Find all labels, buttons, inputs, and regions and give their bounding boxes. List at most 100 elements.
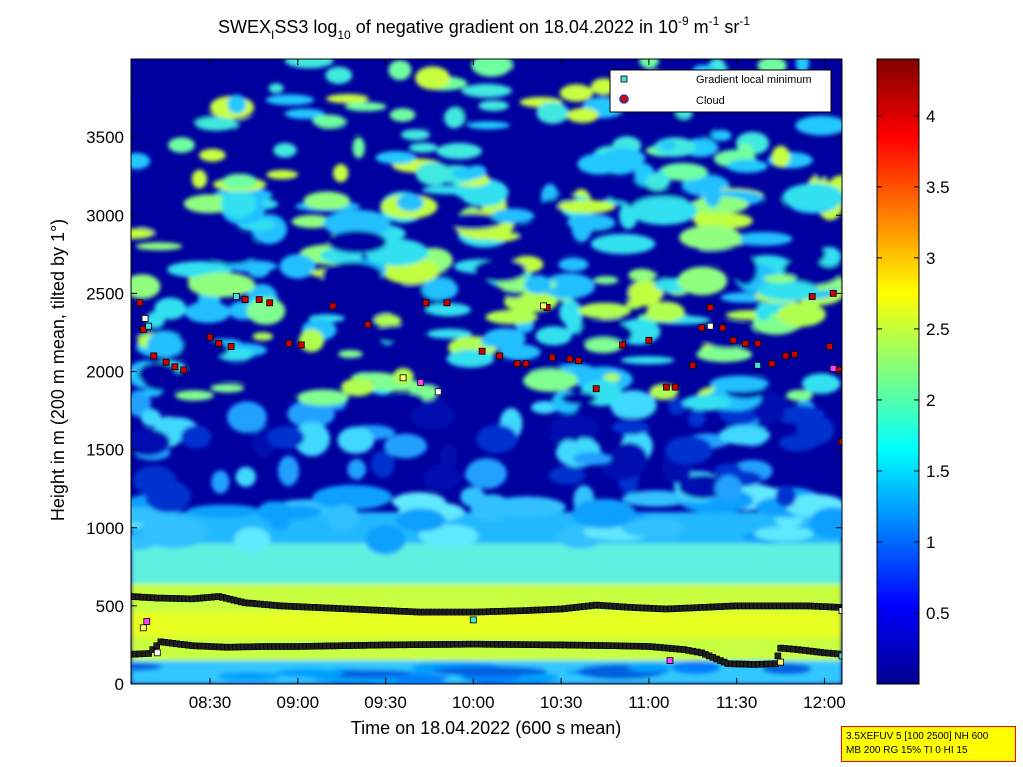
heatmap-cell [665, 436, 713, 465]
info-line-2: MB 200 RG 15% TI 0 HI 15 [846, 745, 968, 756]
heatmap-cell [375, 151, 417, 165]
heatmap-cell [593, 276, 619, 285]
heatmap-cell [199, 148, 226, 162]
heatmap-cell [777, 302, 826, 327]
heatmap-cell [799, 243, 826, 264]
heatmap-cell [474, 258, 527, 282]
heatmap-cell [140, 516, 209, 549]
cloud-marker [719, 324, 726, 332]
heatmap-cell [714, 463, 742, 479]
heatmap-cell [284, 108, 325, 120]
heatmap-cell [795, 115, 842, 136]
heatmap-cell [323, 209, 391, 238]
info-line-1: 3.5XEFUV 5 [100 2500] NH 600 [846, 731, 989, 742]
y-axis-label: Height in m (200 m mean, tilted by 1°) [48, 219, 68, 521]
heatmap-cell [278, 455, 299, 487]
cloud-marker [826, 343, 834, 350]
heatmap-cell [715, 475, 742, 502]
cloud-marker [829, 289, 837, 297]
heatmap-cell [371, 450, 395, 478]
legend-box [609, 69, 832, 113]
heatmap-cell [257, 501, 293, 523]
heatmap-cell [421, 111, 439, 128]
heatmap-cell [175, 390, 214, 401]
cloud-marker [285, 339, 293, 347]
cloud-marker [266, 299, 274, 307]
x-tick-label: 09:00 [277, 693, 320, 712]
minima-markers [139, 293, 842, 666]
cloud-marker [443, 299, 451, 307]
heatmap-cell [135, 242, 183, 251]
cloud-marker [619, 341, 626, 349]
heatmap-cell [322, 262, 382, 287]
heatmap-cell [410, 400, 456, 430]
cloud-marker [671, 383, 679, 391]
y-tick-label: 3500 [86, 128, 124, 147]
heatmap-cell [139, 71, 189, 90]
cloud-marker [706, 303, 714, 311]
heatmap-cell [763, 274, 797, 283]
heatmap-cell [266, 169, 299, 180]
heatmap-cell [677, 266, 728, 296]
colorbar-ticks: 0.5 1 1.5 2 2.5 3 3.5 4 [877, 107, 950, 623]
heatmap-cell [260, 391, 294, 401]
heatmap-cell [415, 66, 451, 90]
heatmap-cell [395, 508, 446, 532]
cloud-marker [227, 343, 235, 350]
y-tick-label: 3000 [86, 206, 124, 225]
heatmap-cell [371, 325, 423, 344]
heatmap-cell [732, 254, 758, 285]
heatmap-cell [221, 189, 257, 219]
layer-trace-marker [153, 642, 160, 650]
minimum-marker [145, 322, 153, 330]
heatmap-cell [609, 390, 657, 419]
heatmap-cell [483, 328, 526, 349]
heatmap-cell [762, 196, 786, 226]
heatmap-cell [344, 102, 387, 112]
minimum-marker [139, 624, 147, 632]
heatmap-cell [671, 660, 721, 675]
heatmap-cell [476, 424, 518, 454]
heatmap-cell [294, 421, 330, 457]
heatmap-cell [284, 59, 334, 69]
heatmap-cell [622, 490, 690, 507]
cloud-marker [689, 361, 697, 369]
cloud-marker [513, 360, 521, 368]
heatmap-cell [400, 129, 431, 141]
heatmap-cell [566, 107, 599, 123]
cloud-marker [364, 321, 372, 329]
heatmap-cell [131, 543, 842, 591]
y-tick-label: 0 [115, 675, 124, 694]
heatmap-cell [690, 196, 749, 214]
heatmap-cell [775, 485, 797, 508]
minimum-marker [469, 616, 477, 624]
heatmap-cell [131, 428, 171, 456]
heatmap-cell [147, 330, 183, 359]
heatmap-cell [268, 83, 284, 94]
heatmap-cell [227, 401, 267, 434]
heatmap-cell [211, 470, 230, 494]
minimum-marker [153, 649, 161, 657]
layer-traces [131, 593, 842, 668]
heatmap-cell [755, 302, 772, 321]
heatmap-cell [365, 524, 406, 555]
cloud-marker [215, 339, 223, 347]
heatmap-cell [668, 398, 687, 416]
heatmap-cell [341, 378, 375, 397]
cloud-marker [592, 385, 600, 393]
cloud-marker [754, 339, 762, 347]
cloud-marker [698, 324, 705, 332]
colorbar: 0.5 1 1.5 2 2.5 3 3.5 4 [876, 58, 950, 685]
heatmap-cell [565, 307, 583, 335]
heatmap-cell [180, 425, 212, 449]
heatmap-cell [600, 156, 638, 175]
heatmap-cell [391, 393, 425, 410]
heatmap-cell [325, 66, 353, 84]
heatmap-cell [646, 301, 685, 323]
heatmap-cell [195, 117, 238, 131]
heatmap-cell [297, 389, 349, 406]
colorbar-gradient [876, 58, 920, 685]
heatmap-cell [782, 183, 842, 211]
heatmap-cell [688, 410, 706, 428]
heatmap-cell [347, 458, 367, 480]
